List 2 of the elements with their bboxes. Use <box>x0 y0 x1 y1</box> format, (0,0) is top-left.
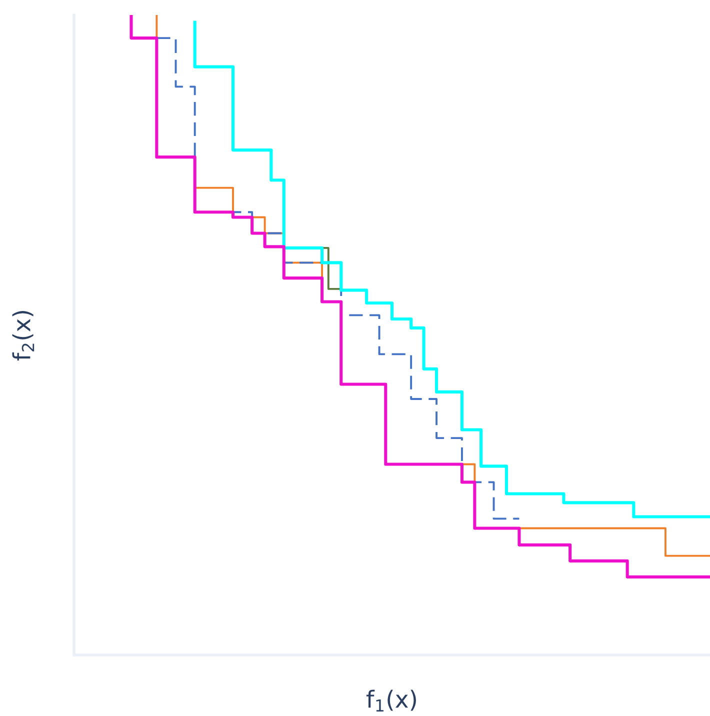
x-axis-title: f$_{1}$(x) <box>366 690 416 712</box>
y-axis-title: f$_{2}$(x) <box>12 311 34 361</box>
